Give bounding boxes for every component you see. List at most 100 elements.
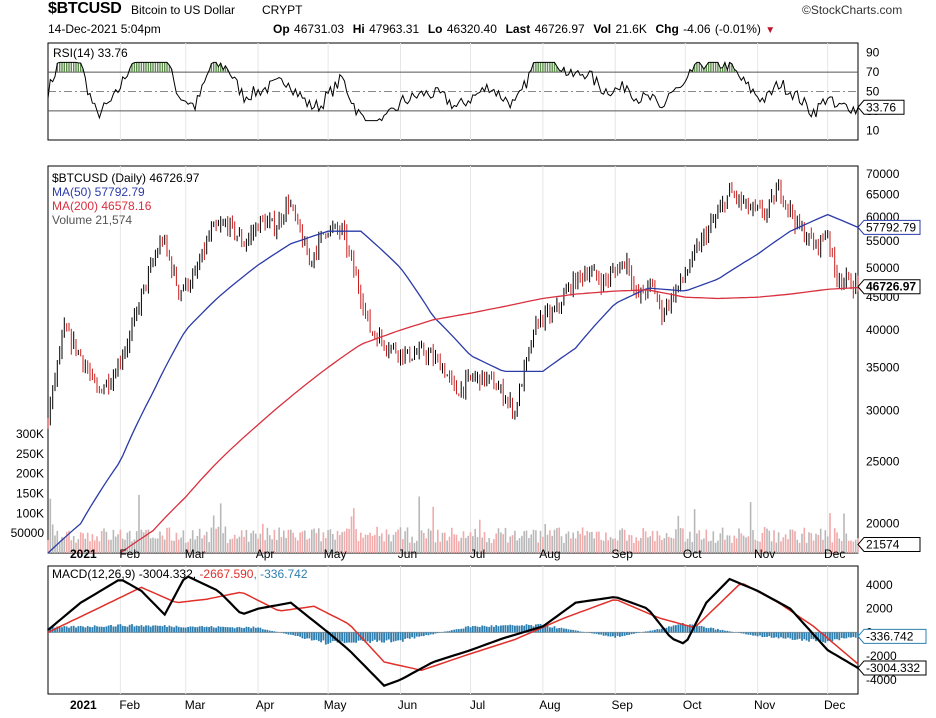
- volume-bar: [752, 530, 754, 553]
- volume-bar: [677, 515, 680, 553]
- macd-histogram-bar: [843, 632, 845, 639]
- volume-bar: [413, 542, 416, 553]
- macd-histogram-bar: [61, 627, 63, 633]
- macd-hist-last-label: -336.742: [866, 629, 914, 643]
- volume-bar: [128, 530, 131, 553]
- macd-histogram-bar: [784, 632, 787, 639]
- macd-histogram-bar: [266, 629, 269, 633]
- macd-histogram-bar: [521, 625, 523, 633]
- macd-histogram-bar: [404, 632, 406, 639]
- volume-bar: [724, 539, 726, 553]
- volume-bar: [826, 536, 829, 553]
- macd-histogram-bar: [822, 632, 824, 643]
- macd-histogram-bar: [268, 630, 271, 633]
- macd-histogram-bar: [549, 627, 551, 633]
- volume-bar: [285, 538, 287, 553]
- macd-histogram-bar: [56, 626, 59, 633]
- macd-histogram-bar: [285, 632, 287, 634]
- macd-histogram-bar: [803, 632, 806, 640]
- macd-histogram-bar: [229, 627, 231, 633]
- volume-last-label: 21574: [866, 537, 900, 551]
- macd-histogram-bar: [210, 626, 213, 633]
- volume-bar: [518, 538, 521, 553]
- macd-histogram-bar: [574, 630, 577, 633]
- symbol-title: $BTCUSD: [48, 0, 122, 17]
- macd-hist-last-marker: [857, 628, 927, 644]
- macd-histogram-bar: [114, 626, 117, 633]
- price-tick-label: 30000: [866, 403, 900, 417]
- macd-histogram-bar: [387, 632, 390, 640]
- macd-histogram-bar: [233, 628, 236, 633]
- volume-bar: [847, 540, 850, 553]
- price-last-marker: [857, 279, 921, 295]
- macd-histogram-bar: [121, 625, 124, 633]
- volume-bar: [544, 524, 546, 553]
- volume-bar: [558, 527, 560, 553]
- macd-histogram-bar: [518, 625, 521, 633]
- open-value: 46731.03: [294, 22, 345, 36]
- macd-histogram-bar: [483, 625, 486, 633]
- macd-histogram-bar: [154, 625, 157, 633]
- volume-bar: [103, 528, 105, 553]
- volume-bar: [353, 508, 355, 553]
- volume-bar: [49, 498, 52, 553]
- volume-bar: [364, 534, 367, 553]
- price-tick-label: 40000: [866, 323, 900, 337]
- macd-histogram-bar: [817, 632, 820, 641]
- volume-last-marker: [857, 536, 921, 552]
- macd-histogram-bar: [366, 632, 369, 642]
- volume-bar: [460, 537, 462, 553]
- macd-x-label: 2021: [70, 698, 97, 712]
- macd-histogram-bar: [100, 626, 103, 633]
- volume-bar: [712, 531, 715, 553]
- macd-histogram-bar: [49, 627, 52, 633]
- volume-bar: [766, 528, 768, 553]
- macd-histogram-bar: [689, 624, 691, 633]
- macd-histogram-bar: [336, 632, 339, 643]
- macd-histogram-bar: [770, 632, 773, 638]
- volume-bar: [93, 540, 96, 553]
- volume-bar: [528, 538, 530, 553]
- volume-bar: [70, 540, 73, 553]
- volume-bar: [560, 536, 563, 553]
- volume-bar: [369, 532, 371, 553]
- volume-bar: [770, 541, 773, 553]
- volume-bar: [121, 538, 124, 553]
- macd-histogram-bar: [696, 625, 698, 633]
- macd-histogram-bar: [614, 632, 617, 638]
- macd-histogram-bar: [457, 629, 460, 633]
- volume-bar: [247, 541, 250, 553]
- macd-histogram-bar: [651, 630, 654, 633]
- macd-histogram-bar: [371, 632, 374, 642]
- macd-histogram-bar: [670, 626, 673, 633]
- macd-histogram-bar: [376, 632, 378, 642]
- macd-histogram-bar: [700, 625, 703, 633]
- volume-bar: [742, 535, 745, 553]
- macd-histogram-bar: [675, 625, 677, 633]
- volume-bar: [306, 539, 308, 553]
- volume-bar: [131, 541, 133, 553]
- volume-bar: [710, 540, 712, 553]
- macd-line: [47, 575, 859, 687]
- macd-histogram-bar: [567, 629, 570, 633]
- macd-histogram-bar: [187, 627, 189, 633]
- volume-bar: [385, 529, 388, 553]
- volume-bar: [287, 529, 290, 553]
- volume-bar: [616, 540, 619, 553]
- volume-bar: [175, 532, 178, 553]
- macd-histogram-bar: [58, 626, 61, 633]
- macd-histogram-bar: [203, 627, 206, 633]
- macd-histogram-bar: [488, 626, 491, 633]
- volume-bar: [149, 538, 152, 553]
- vol-value: 21.6K: [615, 22, 647, 36]
- volume-bar: [276, 539, 278, 553]
- volume-bar: [180, 537, 182, 553]
- macd-histogram-bar: [226, 627, 229, 633]
- price-tick-label: 65000: [866, 188, 900, 202]
- volume-bar: [850, 540, 852, 553]
- brand-link[interactable]: ©StockCharts.com: [802, 3, 903, 17]
- macd-histogram-bar: [542, 624, 544, 633]
- volume-bar: [819, 528, 822, 553]
- volume-bar: [619, 530, 621, 553]
